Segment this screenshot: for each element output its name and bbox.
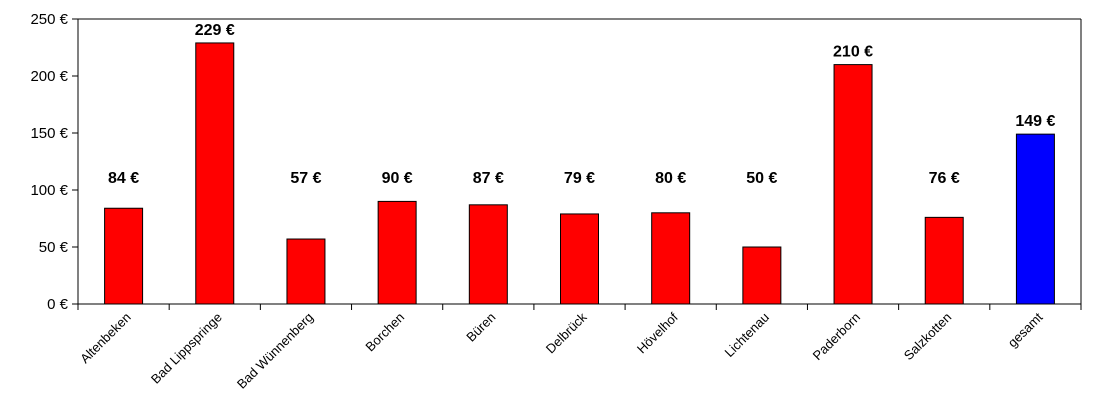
bars <box>104 42 1055 305</box>
data-label: 90 € <box>382 170 413 187</box>
y-tick-label: 200 € <box>30 68 68 85</box>
bar <box>833 64 873 305</box>
y-tick-label: 150 € <box>30 125 68 142</box>
bar <box>924 216 964 305</box>
data-label: 76 € <box>929 170 960 187</box>
data-label: 229 € <box>195 22 235 39</box>
bar <box>286 238 326 305</box>
data-label: 84 € <box>108 170 139 187</box>
data-label: 149 € <box>1015 113 1055 130</box>
bar <box>560 213 599 305</box>
y-tick-label: 250 € <box>30 11 68 28</box>
data-label: 79 € <box>564 170 595 187</box>
data-label: 210 € <box>833 44 873 61</box>
y-tick-label: 0 € <box>47 296 69 313</box>
data-label: 80 € <box>655 170 686 187</box>
data-label: 57 € <box>290 170 321 187</box>
data-label: 50 € <box>746 170 777 187</box>
bar <box>377 200 417 305</box>
bar <box>1015 133 1055 305</box>
bar <box>651 212 691 305</box>
bar <box>104 207 144 305</box>
y-axis: 0 € 50 € 100 € 150 € 200 € 250 € <box>30 11 1082 313</box>
y-tick-label: 100 € <box>30 182 68 199</box>
bar <box>468 204 508 305</box>
y-tick-label: 50 € <box>39 239 69 256</box>
bar <box>742 246 782 305</box>
data-labels: 84 € 229 € 57 € 90 € 87 € 79 € 80 € 50 € 210 € 76… <box>108 22 1056 187</box>
data-label: 87 € <box>473 170 504 187</box>
bar <box>195 42 235 305</box>
